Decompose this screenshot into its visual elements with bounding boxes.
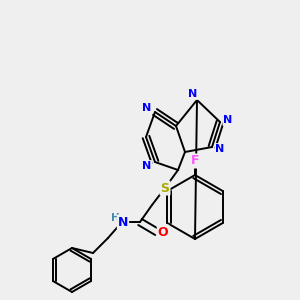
Text: N: N [224, 115, 232, 125]
Text: H: H [111, 213, 119, 223]
Text: N: N [215, 144, 225, 154]
Text: F: F [191, 154, 199, 167]
Text: N: N [118, 215, 128, 229]
Text: N: N [188, 89, 198, 99]
Text: N: N [142, 161, 152, 171]
Text: S: S [160, 182, 169, 194]
Text: N: N [142, 103, 152, 113]
Text: O: O [158, 226, 168, 238]
